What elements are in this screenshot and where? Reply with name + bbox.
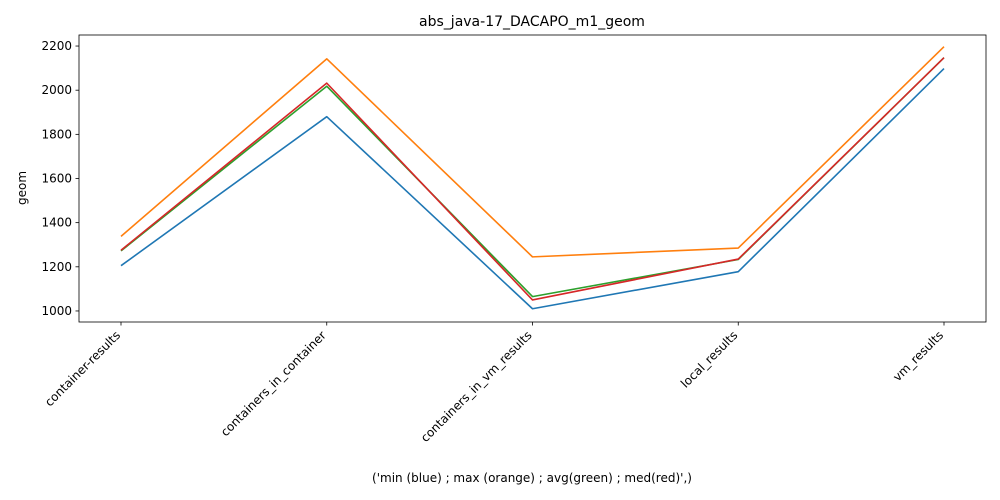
- y-tick-label: 1200: [41, 260, 72, 274]
- x-tick-label: local_results: [678, 328, 740, 390]
- series-line-0: [120, 67, 945, 310]
- y-tick-label: 1000: [41, 304, 72, 318]
- y-tick-label: 1600: [41, 172, 72, 186]
- x-tick-label: containers_in_container: [218, 328, 329, 439]
- plot-area: 1000 1200 1400 1600 1800 2000 2200 container-re…: [41, 34, 987, 445]
- y-tick-label: 2000: [41, 83, 72, 97]
- y-tick-label: 1400: [41, 216, 72, 230]
- x-axis-label: ('min (blue) ; max (orange) ; avg(green)…: [372, 471, 692, 485]
- series-line-3: [120, 57, 945, 301]
- axes-frame: [78, 34, 987, 323]
- chart-title: abs_java-17_DACAPO_m1_geom: [419, 14, 645, 30]
- x-tick-label: vm_results: [890, 328, 946, 384]
- x-tick-label: container-results: [42, 328, 123, 409]
- y-tick-label: 1800: [41, 127, 72, 141]
- y-axis-label: geom: [15, 171, 29, 205]
- x-tick-label: containers_in_vm_results: [418, 328, 535, 445]
- y-tick-label: 2200: [41, 39, 72, 53]
- series-line-1: [120, 46, 945, 258]
